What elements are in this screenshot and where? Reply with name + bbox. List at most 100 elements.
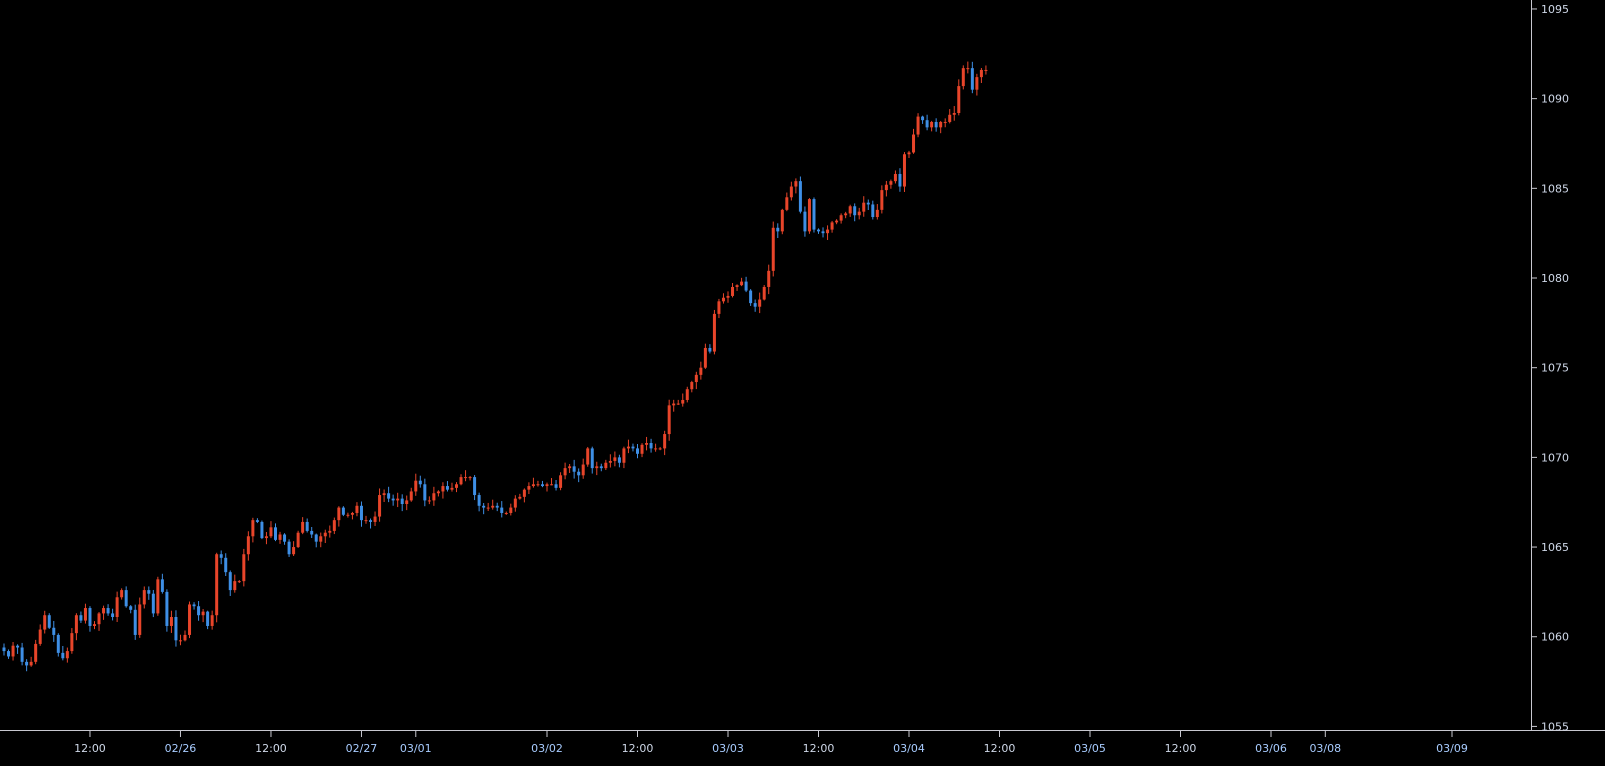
candle-body-up	[427, 500, 431, 502]
candle	[744, 276, 748, 293]
candle-body-up	[169, 617, 173, 626]
candle	[907, 150, 911, 158]
candle	[545, 482, 549, 492]
candle-body-down	[812, 199, 816, 230]
candle	[776, 223, 780, 239]
candle-body-up	[328, 530, 332, 533]
candle-body-up	[794, 181, 798, 187]
candle-body-up	[735, 285, 739, 287]
candle	[43, 610, 47, 634]
candle-body-up	[346, 514, 350, 516]
candle-body-down	[590, 448, 594, 469]
candle-body-up	[491, 505, 495, 508]
x-date-label: 03/01	[400, 742, 432, 755]
candle-body-down	[572, 466, 576, 472]
candle	[219, 550, 223, 565]
y-tick-label: 1060	[1541, 631, 1569, 644]
candle	[613, 451, 617, 467]
candle-body-down	[821, 231, 825, 234]
y-tick-label: 1095	[1541, 3, 1569, 16]
candle	[835, 219, 839, 225]
candle	[604, 459, 608, 471]
candle-body-up	[269, 527, 273, 537]
candle	[228, 570, 232, 596]
candle-body-up	[667, 405, 671, 435]
candle	[120, 588, 124, 600]
candle	[106, 604, 110, 616]
candle	[753, 299, 757, 312]
candle	[246, 531, 250, 561]
candle	[617, 454, 621, 468]
candle	[848, 204, 852, 217]
candle	[694, 371, 698, 390]
candle	[740, 277, 744, 287]
candle	[821, 227, 825, 238]
candle-body-down	[192, 604, 196, 607]
candle	[889, 179, 893, 189]
candle	[346, 512, 350, 518]
candle	[794, 178, 798, 194]
candle	[409, 487, 413, 502]
candle	[717, 298, 721, 319]
candle	[350, 511, 354, 520]
candle	[943, 118, 947, 128]
candle-body-up	[559, 475, 563, 488]
candle	[432, 486, 436, 506]
candle-body-down	[418, 480, 422, 485]
candle	[654, 443, 658, 452]
candle-body-up	[323, 532, 327, 537]
candle-body-up	[563, 468, 567, 476]
candle	[138, 597, 142, 638]
candle-body-up	[780, 209, 784, 232]
candle-body-down	[341, 507, 345, 515]
candle	[224, 553, 228, 577]
candle	[418, 475, 422, 488]
candle	[509, 503, 513, 516]
candle	[830, 220, 834, 233]
candle-body-up	[658, 448, 662, 450]
candle	[38, 624, 42, 646]
candle-body-up	[626, 446, 630, 449]
candle-body-up	[622, 448, 626, 463]
x-date-label: 03/02	[531, 742, 563, 755]
candle-body-down	[106, 608, 110, 614]
x-date-label: 03/06	[1255, 742, 1287, 755]
x-date-label: 03/08	[1309, 742, 1341, 755]
candle-body-up	[568, 466, 572, 469]
candle-body-up	[979, 69, 983, 78]
candle-body-down	[708, 347, 712, 352]
candle-body-down	[25, 661, 29, 666]
candle-body-down	[577, 471, 581, 476]
candle	[690, 380, 694, 393]
candle	[902, 152, 906, 193]
candle	[56, 633, 60, 657]
candle-body-up	[237, 581, 241, 583]
y-tick-label: 1090	[1541, 93, 1569, 106]
candle	[826, 225, 830, 240]
candle-body-up	[83, 608, 87, 621]
candle	[473, 475, 477, 501]
candle-body-down	[174, 617, 178, 641]
candle-body-up	[350, 512, 354, 515]
candle-body-down	[52, 627, 56, 635]
candle	[875, 204, 879, 220]
candle-body-down	[287, 541, 291, 555]
candle	[16, 644, 20, 654]
candle-body-up	[844, 213, 848, 216]
candle	[364, 515, 368, 524]
candle	[482, 502, 486, 515]
candle	[970, 61, 974, 94]
candle-body-up	[952, 112, 956, 115]
candle	[233, 574, 237, 593]
candle-body-down	[165, 591, 169, 626]
candle-body-up	[685, 389, 689, 400]
candle-body-up	[830, 222, 834, 230]
candle	[780, 208, 784, 235]
candle	[20, 642, 24, 666]
candle	[491, 499, 495, 510]
candle-body-up	[278, 534, 282, 540]
candle-body-up	[38, 629, 42, 644]
x-date-label: 03/03	[712, 742, 744, 755]
candle	[884, 180, 888, 197]
